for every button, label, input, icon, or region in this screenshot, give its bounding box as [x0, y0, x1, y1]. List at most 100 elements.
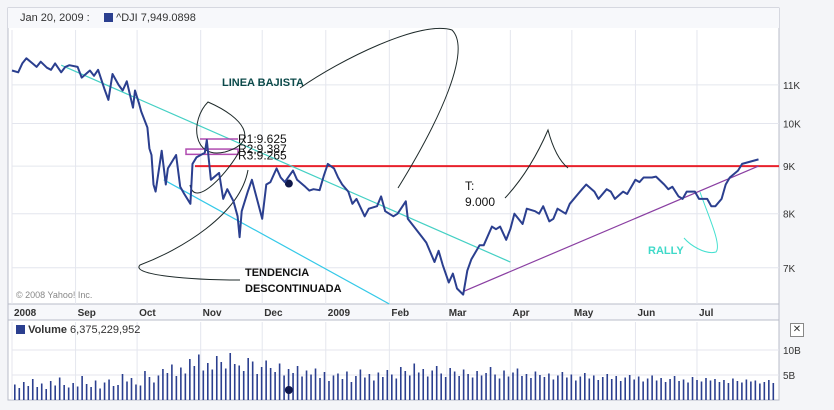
volume-tick-label: 5B — [783, 371, 796, 382]
volume-bar — [63, 385, 65, 400]
volume-bar — [341, 379, 344, 400]
volume-bar — [696, 380, 698, 400]
volume-bar — [539, 375, 541, 400]
volume-bar — [444, 377, 447, 400]
volume-bar — [408, 375, 411, 400]
volume-bar — [732, 378, 734, 400]
volume-bar — [422, 369, 425, 400]
price-line — [11, 57, 759, 296]
target-t-label: T: — [465, 179, 474, 193]
volume-bar — [503, 370, 505, 400]
volume-bar — [610, 379, 613, 400]
volume-bar — [85, 384, 88, 400]
volume-bar — [260, 367, 263, 400]
x-tick-label: Feb — [391, 308, 409, 319]
volume-bar — [561, 372, 564, 400]
volume-bar — [112, 386, 115, 400]
annotation-overlays — [60, 28, 779, 394]
volume-bar — [606, 374, 609, 400]
volume-bar — [494, 374, 496, 400]
volume-bar — [269, 368, 272, 400]
volume-bar — [718, 382, 721, 400]
series-name: ^DJI — [116, 12, 138, 24]
x-tick-label: Nov — [203, 308, 222, 319]
volume-bar — [224, 368, 227, 400]
volume-bar — [575, 380, 577, 400]
volume-bar — [45, 389, 48, 400]
copyright: © 2008 Yahoo! Inc. — [16, 290, 93, 300]
header-band — [8, 8, 779, 28]
y-axis-ticks: 11K 10K 9K 8K 7K — [783, 81, 801, 275]
volume-bar — [14, 384, 16, 400]
volume-bar — [121, 374, 124, 400]
x-tick-label: 2008 — [14, 308, 37, 319]
x-tick-label: Dec — [264, 308, 283, 319]
volume-bar — [386, 370, 389, 400]
volume-bar — [745, 379, 748, 400]
volume-bar — [305, 370, 308, 400]
volume-bar — [678, 381, 680, 400]
volume-bar — [274, 372, 276, 400]
volume-bar — [655, 380, 658, 400]
volume-bar — [534, 371, 537, 400]
volume-bar — [355, 376, 357, 400]
resistance-box — [185, 148, 239, 156]
r1-label: R1:9.625 — [238, 132, 287, 146]
volume-bar — [278, 363, 281, 400]
volume-bar — [233, 364, 236, 400]
volume-bar — [709, 380, 712, 400]
volume-bar — [736, 381, 739, 400]
volume-bar — [22, 382, 25, 400]
volume-bar — [624, 377, 626, 400]
volume-bar — [359, 369, 362, 400]
volume-bar — [530, 378, 532, 400]
volume-bar — [660, 378, 662, 400]
volume-bar — [584, 373, 586, 400]
volume-bar — [691, 377, 694, 400]
volume-bar — [687, 382, 689, 400]
volume-bar — [637, 376, 640, 400]
volume-bar — [633, 379, 635, 400]
volume-value: 6,375,229,952 — [70, 324, 141, 336]
volume-bar — [229, 353, 232, 400]
r2-label: R2:9.387 — [238, 142, 287, 156]
uptrend-line — [462, 165, 759, 293]
volume-label: Volume — [28, 324, 67, 336]
hand-loop-r — [189, 101, 246, 194]
volume-bar — [49, 381, 52, 400]
volume-bar — [723, 380, 725, 400]
volume-bar — [144, 371, 146, 400]
volume-bar — [391, 374, 393, 400]
volume-bar — [552, 379, 555, 400]
volume-bar — [714, 379, 716, 400]
volume-bar — [94, 380, 97, 400]
volume-bar — [350, 382, 353, 400]
volume-bar — [166, 373, 169, 400]
volume-bar — [157, 375, 160, 400]
x-tick-label: 2009 — [328, 308, 351, 319]
volume-bar — [251, 361, 254, 400]
close-icon[interactable]: ✕ — [790, 323, 804, 337]
volume-bar — [435, 366, 438, 400]
volume-bar — [458, 376, 460, 400]
volume-bar — [772, 383, 775, 400]
descontinuada-label: DESCONTINUADA — [245, 283, 342, 295]
volume-bar — [664, 382, 667, 400]
volume-bar — [72, 383, 74, 400]
volume-bar — [296, 366, 299, 400]
y-tick-label: 7K — [783, 264, 796, 275]
volume-swatch-icon — [16, 325, 25, 334]
volume-bar — [31, 379, 34, 400]
volume-bar — [27, 386, 30, 400]
volume-bar — [646, 378, 649, 400]
volume-bar — [651, 375, 653, 400]
price-panel-frame — [7, 7, 780, 313]
volume-bar — [184, 373, 187, 400]
volume-bar — [705, 378, 707, 400]
volume-bar — [301, 376, 303, 400]
volume-bar — [310, 374, 312, 400]
volume-bar — [81, 376, 83, 400]
volume-bar — [256, 374, 258, 400]
volume-bar — [202, 370, 205, 400]
